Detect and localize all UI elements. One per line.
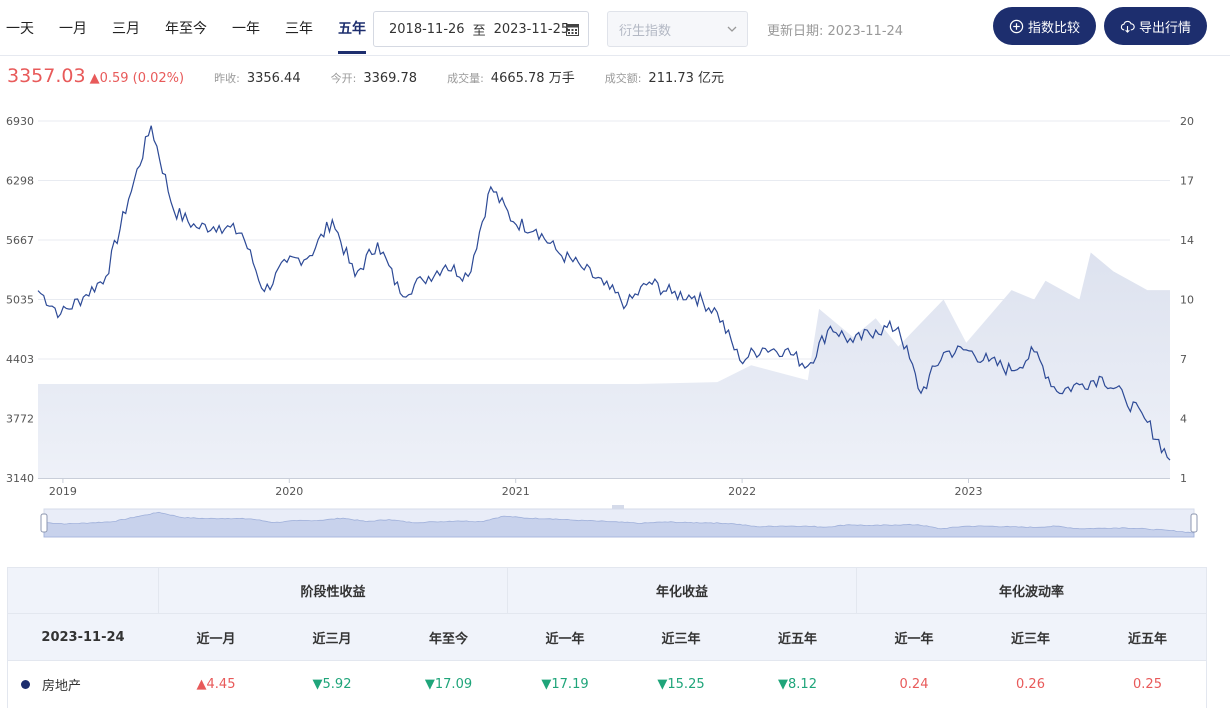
cloud-download-icon (1120, 20, 1135, 33)
toolbar: 一天 一月 三月 年至今 一年 三年 五年 2018-11-26 至 2023-… (0, 0, 1230, 56)
y-tick-label-right: 14 (1180, 234, 1194, 247)
value-cell: ▼5.92 (312, 677, 352, 692)
turnover-value: 211.73 亿元 (648, 71, 725, 86)
date-header: 2023-11-24 (41, 629, 125, 645)
tab-5y[interactable]: 五年 (338, 18, 366, 54)
last-price: 3357.03 (7, 65, 86, 87)
y-tick-label-left: 5667 (6, 234, 34, 247)
update-date: 更新日期: 2023-11-24 (767, 24, 904, 39)
y-tick-label-right: 10 (1180, 294, 1194, 307)
chevron-down-icon (727, 26, 737, 32)
x-tick-label: 2022 (728, 485, 756, 498)
col-header[interactable]: 近一月 (196, 631, 236, 647)
plus-circle-icon (1009, 19, 1024, 33)
col-header[interactable]: 年至今 (428, 631, 468, 647)
value-cell: 0.25 (1133, 677, 1162, 692)
derived-index-select[interactable]: 衍生指数 (607, 11, 748, 47)
y-tick-label-left: 6930 (6, 115, 34, 128)
row-name-cell: 房地产 (8, 661, 158, 708)
y-tick-label-left: 3140 (6, 472, 34, 485)
y-tick-label-left: 3772 (6, 413, 34, 426)
y-tick-label-right: 20 (1180, 115, 1194, 128)
y-tick-label-right: 17 (1180, 175, 1194, 188)
x-tick-label: 2021 (502, 485, 530, 498)
prev-close-value: 3356.44 (246, 71, 301, 86)
row-name: 房地产 (42, 679, 82, 694)
series-dot (21, 680, 30, 689)
table-column-header: 2023-11-24 近一月 近三月 年至今 近一年 近三年 近五年 近一年 近… (8, 614, 1206, 661)
date-separator: 至 (472, 23, 486, 39)
table-group-header: 阶段性收益 年化收益 年化波动率 (8, 568, 1206, 614)
turnover-label: 成交额: (604, 72, 642, 85)
navigator-handle-right (1190, 513, 1198, 533)
y-tick-label-left: 5035 (6, 294, 34, 307)
y-tick-label-right: 1 (1180, 472, 1187, 485)
derived-index-placeholder: 衍生指数 (619, 23, 672, 39)
export-quotes-label: 导出行情 (1138, 20, 1191, 36)
value-cell: ▼15.25 (657, 677, 705, 692)
area-series (38, 252, 1170, 478)
period-tabs: 一天 一月 三月 年至今 一年 三年 五年 (6, 18, 391, 54)
x-tick-label: 2023 (955, 485, 983, 498)
col-header[interactable]: 近三月 (312, 631, 352, 647)
y-tick-label-right: 7 (1180, 353, 1187, 366)
date-range-picker[interactable]: 2018-11-26 至 2023-11-25 (373, 11, 589, 47)
group-annualized-return: 年化收益 (507, 568, 856, 613)
group-annualized-volatility: 年化波动率 (856, 568, 1206, 613)
volume-value: 4665.78 万手 (490, 71, 575, 86)
open-value: 3369.78 (363, 71, 418, 86)
value-cell: ▼17.19 (541, 677, 589, 692)
col-header[interactable]: 近三年 (1010, 631, 1050, 647)
navigator-series (43, 511, 1195, 538)
volume-label: 成交量: (447, 72, 484, 85)
price-change: ▲0.59 (0.02%) (89, 71, 185, 86)
navigator-handle-left (40, 513, 48, 533)
value-cell: ▼17.09 (424, 677, 473, 692)
compare-index-button[interactable]: 指数比较 (993, 7, 1096, 45)
performance-table: 阶段性收益 年化收益 年化波动率 2023-11-24 近一月 近三月 年至今 … (7, 567, 1207, 708)
value-cell: ▼8.12 (778, 677, 817, 692)
value-cell: 0.26 (1016, 677, 1045, 692)
tab-1y[interactable]: 一年 (232, 21, 260, 37)
open-label: 今开: (330, 72, 357, 85)
value-cell: ▲4.45 (196, 677, 236, 692)
value-cell: 0.24 (899, 677, 929, 692)
price-chart[interactable]: 6930 6298 5667 5035 4403 3772 3140 20 17 14 10 7 4 1… (0, 100, 1230, 545)
calendar-icon (566, 24, 579, 36)
y-tick-label-left: 4403 (6, 353, 34, 366)
y-tick-label-left: 6298 (6, 175, 34, 188)
date-start: 2018-11-26 (389, 21, 465, 37)
col-header[interactable]: 近三年 (661, 631, 701, 647)
col-header[interactable]: 近一年 (894, 631, 934, 647)
table-corner (8, 568, 158, 613)
tab-3y[interactable]: 三年 (285, 21, 313, 37)
quote-bar: 3357.03 ▲0.59 (0.02%) 昨收: 3356.44 今开: 33… (7, 65, 724, 87)
date-end: 2023-11-25 (493, 21, 570, 37)
price-line-series (37, 125, 1171, 461)
zoom-navigator[interactable] (40, 505, 1198, 538)
tab-ytd[interactable]: 年至今 (165, 21, 207, 37)
tab-1m[interactable]: 一月 (59, 21, 87, 37)
export-quotes-button[interactable]: 导出行情 (1104, 7, 1207, 45)
prev-close-label: 昨收: (214, 72, 240, 85)
group-period-return: 阶段性收益 (158, 568, 507, 613)
x-tick-label: 2019 (49, 485, 77, 498)
col-header[interactable]: 近一年 (545, 631, 585, 647)
tab-1d[interactable]: 一天 (6, 21, 34, 37)
navigator-grip (612, 505, 624, 509)
col-header[interactable]: 近五年 (777, 631, 817, 647)
tab-3m[interactable]: 三月 (112, 21, 140, 37)
y-tick-label-right: 4 (1180, 413, 1187, 426)
table-row[interactable]: 房地产 ▲4.45 ▼5.92 ▼17.09 ▼17.19 ▼15.25 ▼8.… (8, 661, 1206, 708)
x-tick-label: 2020 (275, 485, 303, 498)
col-header[interactable]: 近五年 (1127, 631, 1167, 647)
compare-index-label: 指数比较 (1027, 20, 1080, 36)
